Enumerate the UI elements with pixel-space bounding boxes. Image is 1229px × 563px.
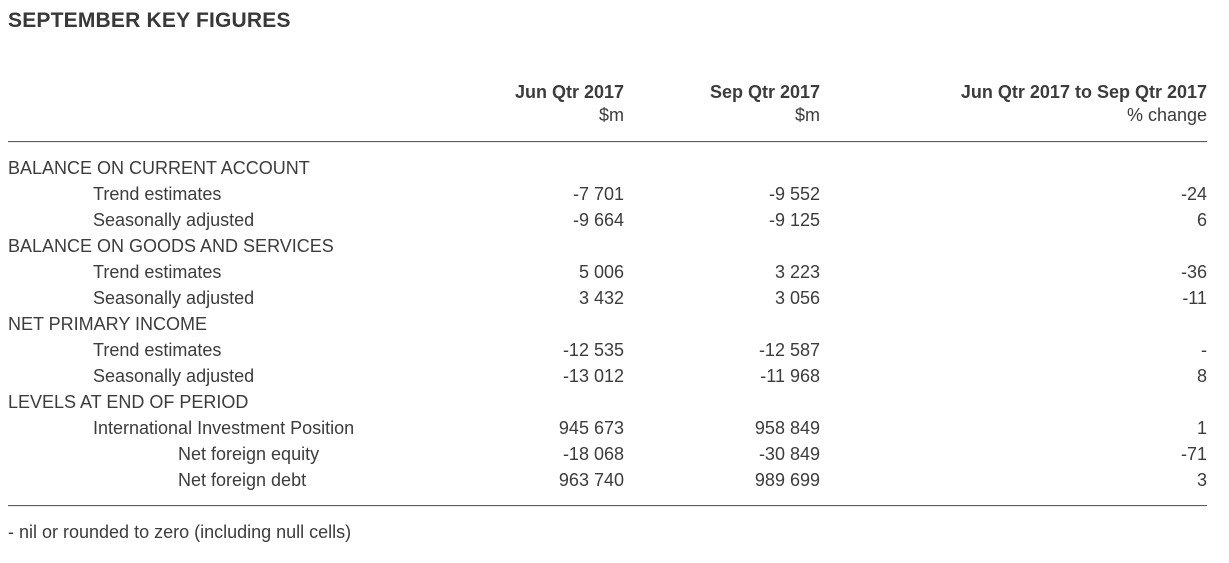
- column-header-change: Jun Qtr 2017 to Sep Qtr 2017: [960, 82, 1207, 102]
- sep-value: -9 125: [768, 210, 820, 230]
- change-value: -11: [1182, 288, 1207, 308]
- section-row: NET PRIMARY INCOME: [8, 311, 1207, 337]
- row-label: Seasonally adjusted: [93, 210, 255, 230]
- change-value: 3: [1196, 470, 1207, 490]
- jun-value: -12 535: [562, 340, 624, 360]
- table-row: International Investment Position 945 67…: [8, 415, 1207, 441]
- change-value: 6: [1196, 210, 1207, 230]
- header-period-row: Jun Qtr 2017 Sep Qtr 2017 Jun Qtr 2017 t…: [8, 81, 1207, 104]
- change-value: 8: [1196, 366, 1207, 386]
- row-label: Net foreign equity: [178, 444, 320, 464]
- row-label: Net foreign debt: [178, 470, 307, 490]
- header-unit-row: $m $m % change: [8, 104, 1207, 127]
- footer-rule: [8, 505, 1207, 507]
- unit-header-change: % change: [1126, 105, 1207, 125]
- unit-header-sep: $m: [794, 105, 820, 125]
- section-row: BALANCE ON GOODS AND SERVICES: [8, 233, 1207, 259]
- section-label: LEVELS AT END OF PERIOD: [8, 392, 249, 412]
- table-row: Seasonally adjusted -9 664 -9 125 6: [8, 207, 1207, 233]
- sep-value: -11 968: [760, 366, 820, 386]
- key-figures-page: SEPTEMBER KEY FIGURES Jun Qtr 2017 Sep Q…: [8, 9, 1207, 542]
- table-header: Jun Qtr 2017 Sep Qtr 2017 Jun Qtr 2017 t…: [8, 81, 1207, 127]
- change-value: -36: [1180, 262, 1207, 282]
- sep-value: -30 849: [758, 444, 820, 464]
- sep-value: 3 223: [774, 262, 820, 282]
- column-header-sep-qtr: Sep Qtr 2017: [709, 82, 820, 102]
- sep-value: -12 587: [758, 340, 820, 360]
- table-row: Trend estimates -12 535 -12 587 -: [8, 337, 1207, 363]
- jun-value: 5 006: [578, 262, 624, 282]
- table-body: BALANCE ON CURRENT ACCOUNT Trend estimat…: [8, 143, 1207, 493]
- table-row: Trend estimates -7 701 -9 552 -24: [8, 181, 1207, 207]
- jun-value: -18 068: [562, 444, 624, 464]
- sep-value: 989 699: [754, 470, 820, 490]
- header-rule: [8, 141, 1207, 143]
- jun-value: 3 432: [578, 288, 624, 308]
- jun-value: -7 701: [572, 184, 624, 204]
- sep-value: 3 056: [774, 288, 820, 308]
- row-label: International Investment Position: [93, 418, 355, 438]
- change-value: -: [1201, 340, 1207, 360]
- jun-value: 945 673: [558, 418, 624, 438]
- jun-value: 963 740: [558, 470, 624, 490]
- section-label: NET PRIMARY INCOME: [8, 314, 208, 334]
- row-label: Trend estimates: [93, 340, 222, 360]
- section-row: LEVELS AT END OF PERIOD: [8, 389, 1207, 415]
- footnote: - nil or rounded to zero (including null…: [8, 522, 352, 542]
- table-row: Net foreign debt 963 740 989 699 3: [8, 467, 1207, 493]
- row-label: Trend estimates: [93, 184, 222, 204]
- change-value: -71: [1180, 444, 1207, 464]
- table-row: Seasonally adjusted 3 432 3 056 -11: [8, 285, 1207, 311]
- table-row: Net foreign equity -18 068 -30 849 -71: [8, 441, 1207, 467]
- change-value: -24: [1180, 184, 1207, 204]
- sep-value: -9 552: [768, 184, 820, 204]
- change-value: 1: [1196, 418, 1207, 438]
- section-label: BALANCE ON GOODS AND SERVICES: [8, 236, 334, 256]
- section-label: BALANCE ON CURRENT ACCOUNT: [8, 158, 310, 178]
- table-row: Trend estimates 5 006 3 223 -36: [8, 259, 1207, 285]
- column-header-jun-qtr: Jun Qtr 2017: [514, 82, 624, 102]
- unit-header-jun: $m: [598, 105, 624, 125]
- jun-value: -9 664: [572, 210, 624, 230]
- row-label: Seasonally adjusted: [93, 288, 255, 308]
- row-label: Seasonally adjusted: [93, 366, 255, 386]
- row-label: Trend estimates: [93, 262, 222, 282]
- section-row: BALANCE ON CURRENT ACCOUNT: [8, 155, 1207, 181]
- sep-value: 958 849: [754, 418, 820, 438]
- page-title: SEPTEMBER KEY FIGURES: [8, 9, 291, 32]
- table-row: Seasonally adjusted -13 012 -11 968 8: [8, 363, 1207, 389]
- jun-value: -13 012: [562, 366, 624, 386]
